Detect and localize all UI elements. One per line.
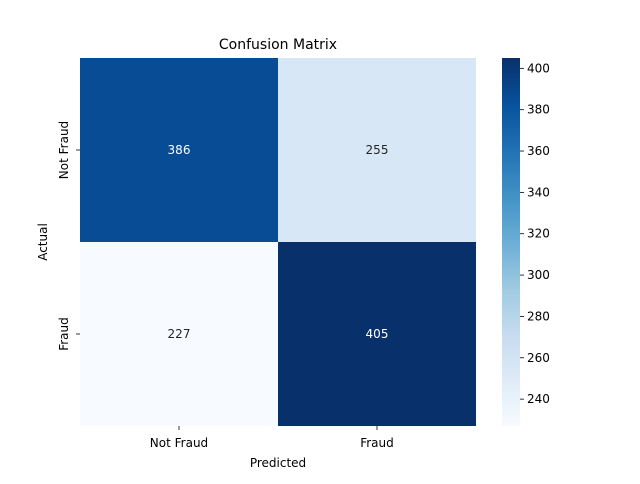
colorbar-tick-label: 360 <box>527 144 550 158</box>
cell-value-label: 386 <box>168 143 191 157</box>
heatmap-cell <box>278 58 476 242</box>
y-tick-label: Not Fraud <box>57 121 71 179</box>
colorbar-tick-label: 240 <box>527 392 550 406</box>
colorbar-tick-label: 380 <box>527 103 550 117</box>
chart-title: Confusion Matrix <box>219 37 337 53</box>
heatmap-cell-labels: 386 255 227 405 <box>168 143 389 341</box>
heatmap-cell <box>278 242 476 426</box>
x-tick-label: Not Fraud <box>150 436 208 450</box>
heatmap-cell <box>80 242 278 426</box>
y-axis-ticks: Not Fraud Fraud <box>57 121 80 351</box>
colorbar-tick-label: 280 <box>527 309 550 323</box>
cell-value-label: 255 <box>366 143 389 157</box>
colorbar-ticks: 240 260 280 300 320 340 360 380 400 <box>520 61 550 406</box>
heatmap-cells <box>80 58 476 426</box>
y-tick-label: Fraud <box>57 317 71 351</box>
cell-value-label: 227 <box>168 327 191 341</box>
x-axis-ticks: Not Fraud Fraud <box>150 426 394 450</box>
cell-value-label: 405 <box>366 327 389 341</box>
colorbar-tick-label: 300 <box>527 268 550 282</box>
colorbar-tick-label: 400 <box>527 61 550 75</box>
colorbar-tick-label: 260 <box>527 351 550 365</box>
heatmap-cell <box>80 58 278 242</box>
colorbar-tick-label: 320 <box>527 227 550 241</box>
colorbar <box>502 58 520 426</box>
x-axis-label: Predicted <box>250 456 306 470</box>
colorbar-tick-label: 340 <box>527 185 550 199</box>
y-axis-label: Actual <box>36 223 50 261</box>
x-tick-label: Fraud <box>360 436 394 450</box>
